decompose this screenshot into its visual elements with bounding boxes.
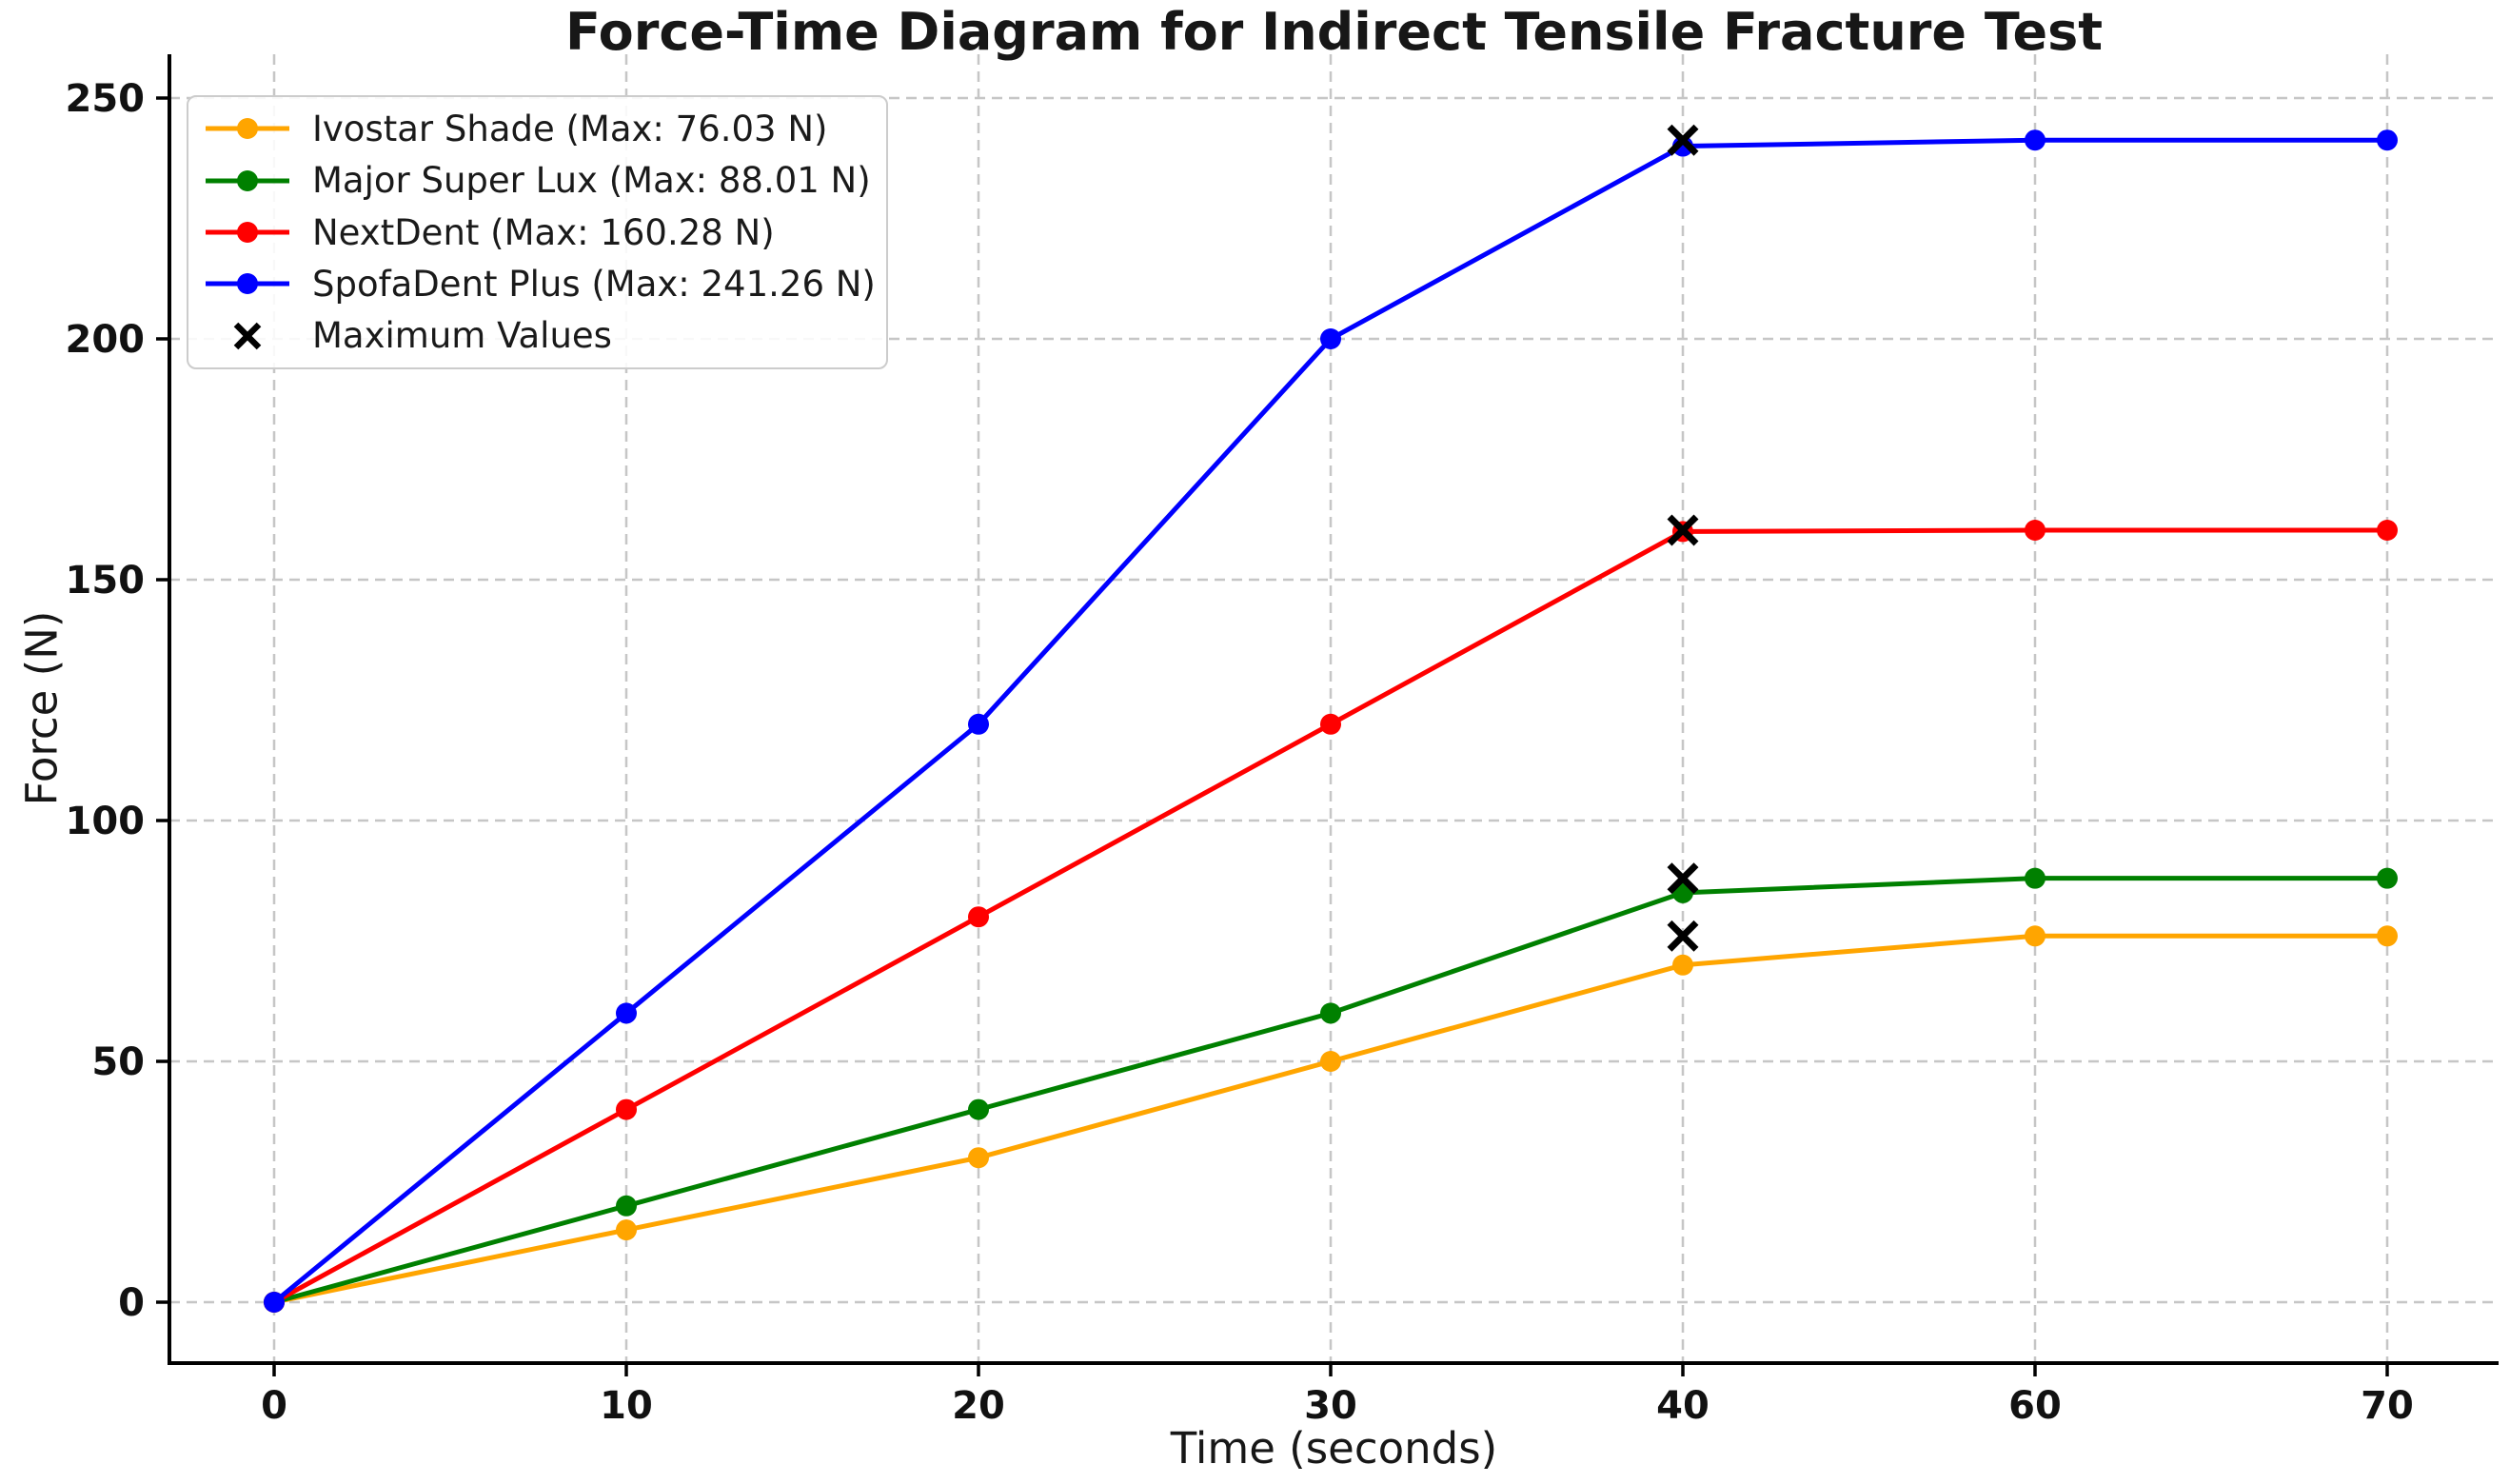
data-point-ivostar-shade: [616, 1219, 637, 1241]
x-tick-label: 40: [1656, 1384, 1710, 1428]
data-point-nextdent: [1320, 713, 1341, 735]
legend-row: Major Super Lux (Max: 88.01 N): [200, 154, 877, 206]
legend-line-sample: [206, 118, 289, 140]
data-point-major-super-lux: [616, 1195, 637, 1217]
legend-row: SpofaDent Plus (Max: 241.26 N): [200, 258, 877, 309]
x-tick-label: 10: [600, 1384, 653, 1428]
chart-title: Force-Time Diagram for Indirect Tensile …: [564, 2, 2104, 62]
legend-line-sample: [206, 169, 289, 191]
x-tick-label: 60: [2008, 1384, 2062, 1428]
legend-row: Ivostar Shade (Max: 76.03 N): [200, 103, 877, 154]
data-point-spofadent-plus: [616, 1002, 637, 1024]
data-point-major-super-lux: [1320, 1002, 1341, 1024]
y-axis-label: Force (N): [16, 610, 68, 806]
x-marker-icon: [233, 322, 262, 350]
x-tick-label: 70: [2361, 1384, 2414, 1428]
max-value-x-marker-icon: [1667, 514, 1699, 546]
y-tick-label: 150: [66, 559, 146, 603]
data-point-major-super-lux: [2025, 867, 2046, 889]
legend-x-marker-sample: [233, 322, 262, 350]
y-tick-label: 100: [66, 800, 146, 843]
data-point-ivostar-shade: [1320, 1051, 1341, 1072]
data-point-ivostar-shade: [2025, 925, 2046, 947]
data-point-nextdent: [968, 906, 989, 928]
data-point-ivostar-shade: [1672, 954, 1693, 976]
data-point-nextdent: [2025, 519, 2046, 541]
legend-label: Ivostar Shade (Max: 76.03 N): [312, 108, 828, 149]
legend-row: Maximum Values: [200, 310, 877, 362]
legend: Ivostar Shade (Max: 76.03 N) Major Super …: [187, 95, 888, 369]
max-value-x-marker-icon: [1667, 124, 1699, 156]
x-tick-label: 20: [952, 1384, 1005, 1428]
max-value-x-marker-icon: [1667, 862, 1699, 895]
data-point-nextdent: [616, 1098, 637, 1120]
data-point-major-super-lux: [2377, 867, 2398, 889]
data-point-ivostar-shade: [2377, 925, 2398, 947]
legend-line-sample: [206, 273, 289, 295]
data-point-spofadent-plus: [2377, 129, 2398, 151]
data-point-major-super-lux: [968, 1098, 989, 1120]
data-point-spofadent-plus: [1320, 328, 1341, 349]
max-value-x-marker-icon: [1667, 920, 1699, 952]
legend-label: Maximum Values: [312, 315, 612, 357]
legend-line-sample: [206, 222, 289, 243]
legend-row: NextDent (Max: 160.28 N): [200, 207, 877, 258]
x-tick-label: 0: [261, 1384, 287, 1428]
legend-label: Major Super Lux (Max: 88.01 N): [312, 160, 871, 202]
y-tick-label: 250: [66, 77, 146, 121]
legend-label: NextDent (Max: 160.28 N): [312, 211, 775, 253]
data-point-ivostar-shade: [968, 1147, 989, 1169]
data-point-spofadent-plus: [968, 713, 989, 735]
x-tick-label: 30: [1304, 1384, 1357, 1428]
y-tick-label: 50: [91, 1040, 145, 1084]
legend-label: SpofaDent Plus (Max: 241.26 N): [312, 263, 876, 305]
data-point-nextdent: [2377, 519, 2398, 541]
x-axis-label: Time (seconds): [1170, 1423, 1498, 1474]
legend-dot-icon: [237, 118, 258, 140]
legend-dot-icon: [237, 169, 258, 191]
y-tick-label: 200: [66, 318, 146, 362]
data-point-spofadent-plus: [264, 1292, 285, 1313]
data-point-spofadent-plus: [2025, 129, 2046, 151]
y-tick-label: 0: [118, 1281, 145, 1325]
legend-dot-icon: [237, 273, 258, 295]
legend-dot-icon: [237, 222, 258, 243]
